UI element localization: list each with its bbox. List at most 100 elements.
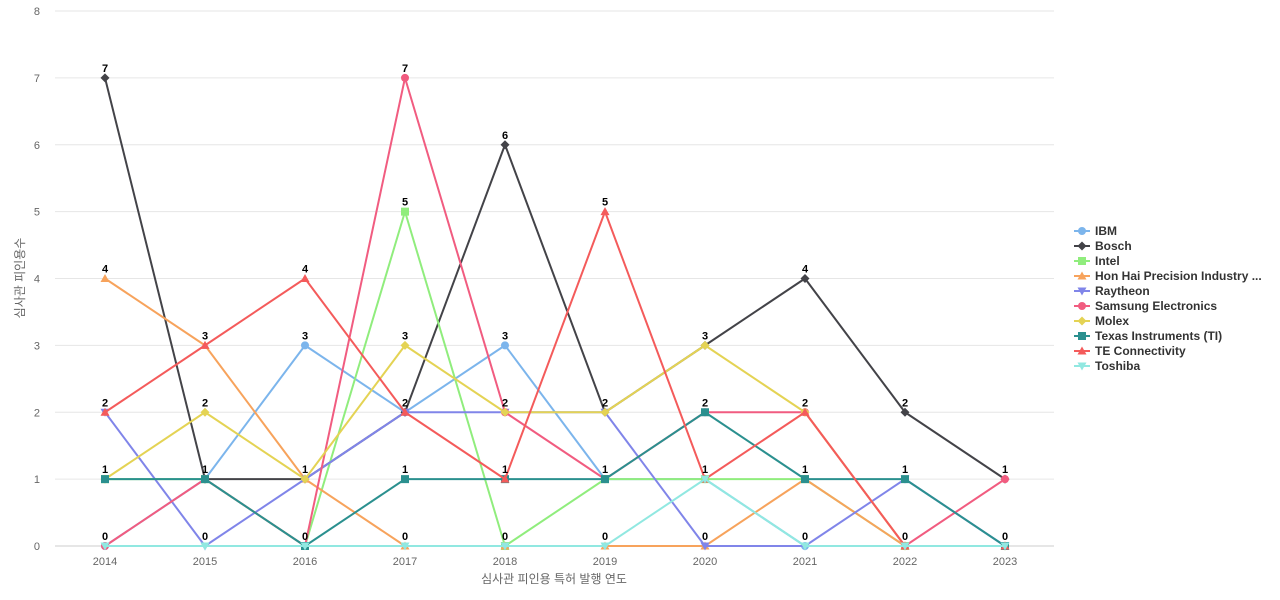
data-point	[200, 407, 210, 417]
series-line-bosch	[104, 77, 1006, 481]
data-point	[600, 207, 610, 216]
series-intel[interactable]	[101, 207, 1009, 550]
legend-item-intel[interactable]: Intel	[1074, 254, 1120, 268]
data-point	[600, 542, 610, 551]
data-point	[900, 407, 910, 417]
data-point	[1001, 475, 1009, 484]
legend-item-raytheon[interactable]: Raytheon	[1074, 284, 1150, 298]
y-tick-label: 4	[34, 274, 40, 286]
data-label: 3	[502, 330, 508, 342]
data-point	[100, 407, 110, 416]
legend-item-ibm[interactable]: IBM	[1074, 224, 1117, 238]
x-tick-label: 2020	[693, 556, 717, 568]
data-label: 0	[902, 531, 908, 543]
legend-marker	[1077, 271, 1087, 280]
legend-label: IBM	[1095, 224, 1117, 238]
data-point	[500, 407, 510, 417]
legend-item-hon-hai-precision-industry[interactable]: Hon Hai Precision Industry ...	[1074, 269, 1262, 283]
legend-label: Hon Hai Precision Industry ...	[1095, 269, 1262, 283]
x-tick-label: 2014	[93, 556, 117, 568]
legend-marker	[1077, 287, 1087, 296]
data-point	[300, 474, 310, 484]
data-labels: 7 4 2 1 0 3 2 1 0 4 3 1 0 7 5 3 2 1 0 6 3 2 1 0 5 2 1 0 3 2 1 0 4 2 1 0 2 1 0 1…	[102, 63, 1008, 543]
data-label: 2	[602, 397, 608, 409]
data-label: 5	[402, 197, 408, 209]
x-tick-label: 2019	[593, 556, 617, 568]
data-label: 1	[102, 464, 108, 476]
legend-label: Samsung Electronics	[1095, 299, 1217, 313]
data-label: 1	[502, 464, 508, 476]
x-tick-label: 2021	[793, 556, 817, 568]
x-tick-label: 2016	[293, 556, 317, 568]
series-te-connectivity[interactable]	[100, 207, 1010, 550]
data-point	[500, 140, 510, 150]
data-label: 1	[802, 464, 808, 476]
legend-item-te-connectivity[interactable]: TE Connectivity	[1074, 344, 1186, 358]
x-tick-label: 2023	[993, 556, 1017, 568]
legend-label: Raytheon	[1095, 284, 1150, 298]
data-label: 0	[502, 531, 508, 543]
y-tick-label: 8	[34, 6, 40, 18]
data-point	[700, 340, 710, 350]
data-label: 1	[602, 464, 608, 476]
data-point	[300, 274, 310, 282]
data-label: 1	[1002, 464, 1008, 476]
series-line-samsung-electronics	[104, 76, 1006, 547]
legend-marker	[1077, 241, 1087, 251]
data-label: 1	[402, 464, 408, 476]
legend-item-samsung-electronics[interactable]: Samsung Electronics	[1074, 299, 1217, 313]
data-label: 0	[802, 531, 808, 543]
series-lines	[100, 73, 1010, 551]
y-axis-ticks: 0 1 2 3 4 5 6 7 8	[34, 6, 40, 553]
x-axis-ticks: 2014 2015 2016 2017 2018 2019 2020 2021 2022 2023	[93, 556, 1017, 568]
series-toshiba[interactable]	[100, 475, 1010, 551]
legend-item-texas-instruments-ti[interactable]: Texas Instruments (TI)	[1074, 329, 1222, 343]
data-label: 7	[402, 63, 408, 75]
data-point	[900, 542, 910, 551]
legend-label: TE Connectivity	[1095, 344, 1186, 358]
data-label: 2	[802, 397, 808, 409]
data-label: 0	[602, 531, 608, 543]
data-label: 2	[102, 397, 108, 409]
data-label: 6	[502, 130, 508, 142]
data-label: 2	[502, 397, 508, 409]
legend-marker	[1078, 227, 1086, 235]
data-point	[601, 475, 609, 484]
legend-marker	[1078, 302, 1086, 310]
legend-label: Toshiba	[1095, 359, 1140, 373]
data-label: 2	[902, 397, 908, 409]
legend-item-bosch[interactable]: Bosch	[1074, 239, 1132, 253]
data-point	[800, 407, 810, 416]
y-tick-label: 6	[34, 140, 40, 152]
data-point	[801, 475, 809, 484]
legend-item-molex[interactable]: Molex	[1074, 314, 1129, 328]
data-point	[501, 341, 509, 350]
data-point	[301, 341, 309, 350]
data-label: 0	[1002, 531, 1008, 543]
data-label: 3	[202, 330, 208, 342]
legend-label: Texas Instruments (TI)	[1095, 329, 1222, 343]
data-label: 1	[902, 464, 908, 476]
legend-label: Intel	[1095, 254, 1120, 268]
series-line-toshiba	[105, 478, 1005, 547]
data-label: 4	[102, 264, 109, 276]
data-point	[100, 542, 110, 551]
legend-item-toshiba[interactable]: Toshiba	[1074, 359, 1140, 373]
data-point	[200, 542, 210, 551]
x-tick-label: 2018	[493, 556, 517, 568]
x-tick-label: 2022	[893, 556, 917, 568]
data-label: 0	[102, 531, 108, 543]
data-label: 1	[702, 464, 708, 476]
data-point	[600, 407, 610, 417]
data-point	[300, 542, 310, 551]
legend-label: Bosch	[1095, 239, 1132, 253]
legend-marker	[1077, 362, 1087, 371]
y-tick-label: 0	[34, 541, 40, 553]
data-point	[201, 475, 209, 484]
x-tick-label: 2015	[193, 556, 217, 568]
data-point	[1000, 542, 1010, 551]
data-label: 0	[402, 531, 408, 543]
data-point	[700, 475, 710, 484]
